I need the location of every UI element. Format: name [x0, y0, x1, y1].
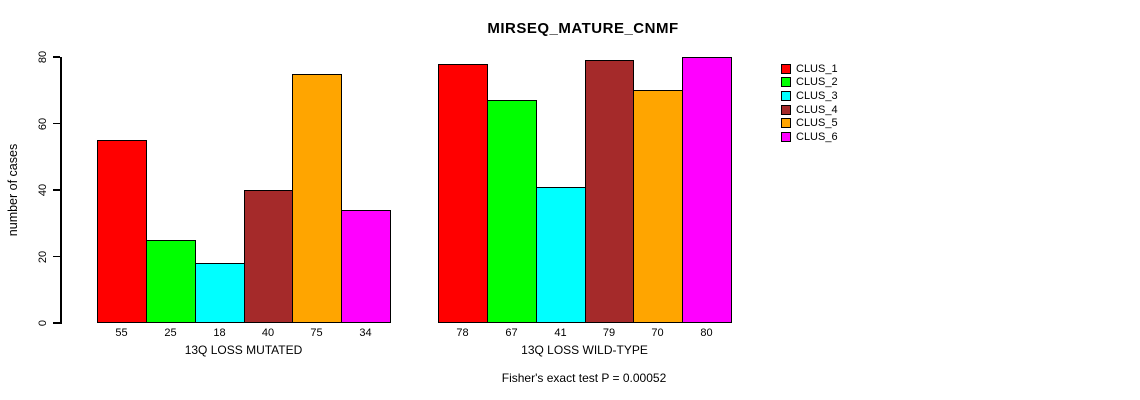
legend-item-label: CLUS_2: [796, 76, 838, 89]
bar-value-label: 18: [213, 327, 226, 339]
y-axis-tick: [53, 122, 60, 125]
bar-value-label: 25: [164, 327, 177, 339]
bar-clus_3-group1: [195, 263, 245, 323]
bar-clus_3-group2: [536, 186, 586, 323]
bar-clus_6-group2: [682, 57, 732, 323]
y-axis-tick-label: 80: [37, 50, 49, 64]
y-axis-tick-label: 20: [37, 250, 49, 263]
legend-item-label: CLUS_4: [796, 103, 838, 116]
bar-value-label: 70: [651, 327, 664, 339]
legend-item: CLUS_2: [781, 76, 838, 90]
y-axis-tick-label: 40: [37, 183, 49, 197]
y-axis-title: number of cases: [6, 143, 20, 237]
bar-clus_2-group2: [487, 100, 537, 323]
bar-clus_1-group2: [438, 63, 488, 323]
bar-clus_1-group1: [97, 140, 147, 323]
legend-item-label: CLUS_5: [796, 117, 838, 130]
bar-clus_4-group1: [244, 190, 293, 323]
bar-value-label: 55: [115, 327, 128, 339]
chart-title: MIRSEQ_MATURE_CNMF: [487, 20, 679, 37]
bar-clus_5-group1: [292, 73, 342, 323]
legend-item: CLUS_3: [781, 89, 838, 103]
y-axis-tick: [53, 189, 60, 191]
bar-value-label: 79: [602, 327, 616, 339]
legend-item: CLUS_1: [781, 62, 838, 76]
legend-item: CLUS_5: [781, 116, 838, 130]
bar-clus_2-group1: [146, 239, 196, 323]
legend-item-label: CLUS_1: [796, 62, 838, 75]
bar-value-label: 67: [505, 327, 518, 339]
legend-item: CLUS_4: [781, 103, 838, 117]
y-axis-tick-label: 0: [37, 319, 49, 327]
bar-value-label: 78: [456, 327, 469, 339]
bar-value-label: 41: [554, 327, 567, 339]
legend-color-swatch: [781, 131, 791, 142]
fisher-test-annotation: Fisher's exact test P = 0.00052: [501, 371, 667, 385]
bar-clus_4-group2: [585, 60, 634, 323]
x-axis-group-label: 13Q LOSS MUTATED: [184, 343, 303, 357]
bar-clus_5-group2: [633, 90, 683, 323]
legend-color-swatch: [781, 90, 791, 101]
bar-value-label: 80: [700, 327, 713, 339]
bar-clus_6-group1: [341, 209, 391, 323]
y-axis-tick: [53, 322, 60, 324]
y-axis-tick-label: 60: [37, 117, 49, 130]
y-axis-tick: [53, 255, 60, 258]
x-axis-group-label: 13Q LOSS WILD-TYPE: [521, 343, 648, 357]
legend-color-swatch: [781, 63, 791, 74]
y-axis-tick: [53, 56, 60, 58]
y-axis-line: [60, 56, 62, 324]
legend-color-swatch: [781, 77, 791, 88]
legend-item: CLUS_6: [781, 130, 838, 144]
bar-value-label: 34: [359, 327, 372, 339]
legend-color-swatch: [781, 104, 791, 115]
bar-value-label: 40: [261, 327, 275, 339]
legend: CLUS_1 CLUS_2 CLUS_3 CLUS_4 CLUS_5 CLUS_6: [781, 62, 838, 144]
legend-item-label: CLUS_3: [796, 89, 838, 102]
bar-value-label: 75: [310, 327, 323, 339]
legend-color-swatch: [781, 118, 791, 129]
legend-item-label: CLUS_6: [796, 130, 838, 143]
